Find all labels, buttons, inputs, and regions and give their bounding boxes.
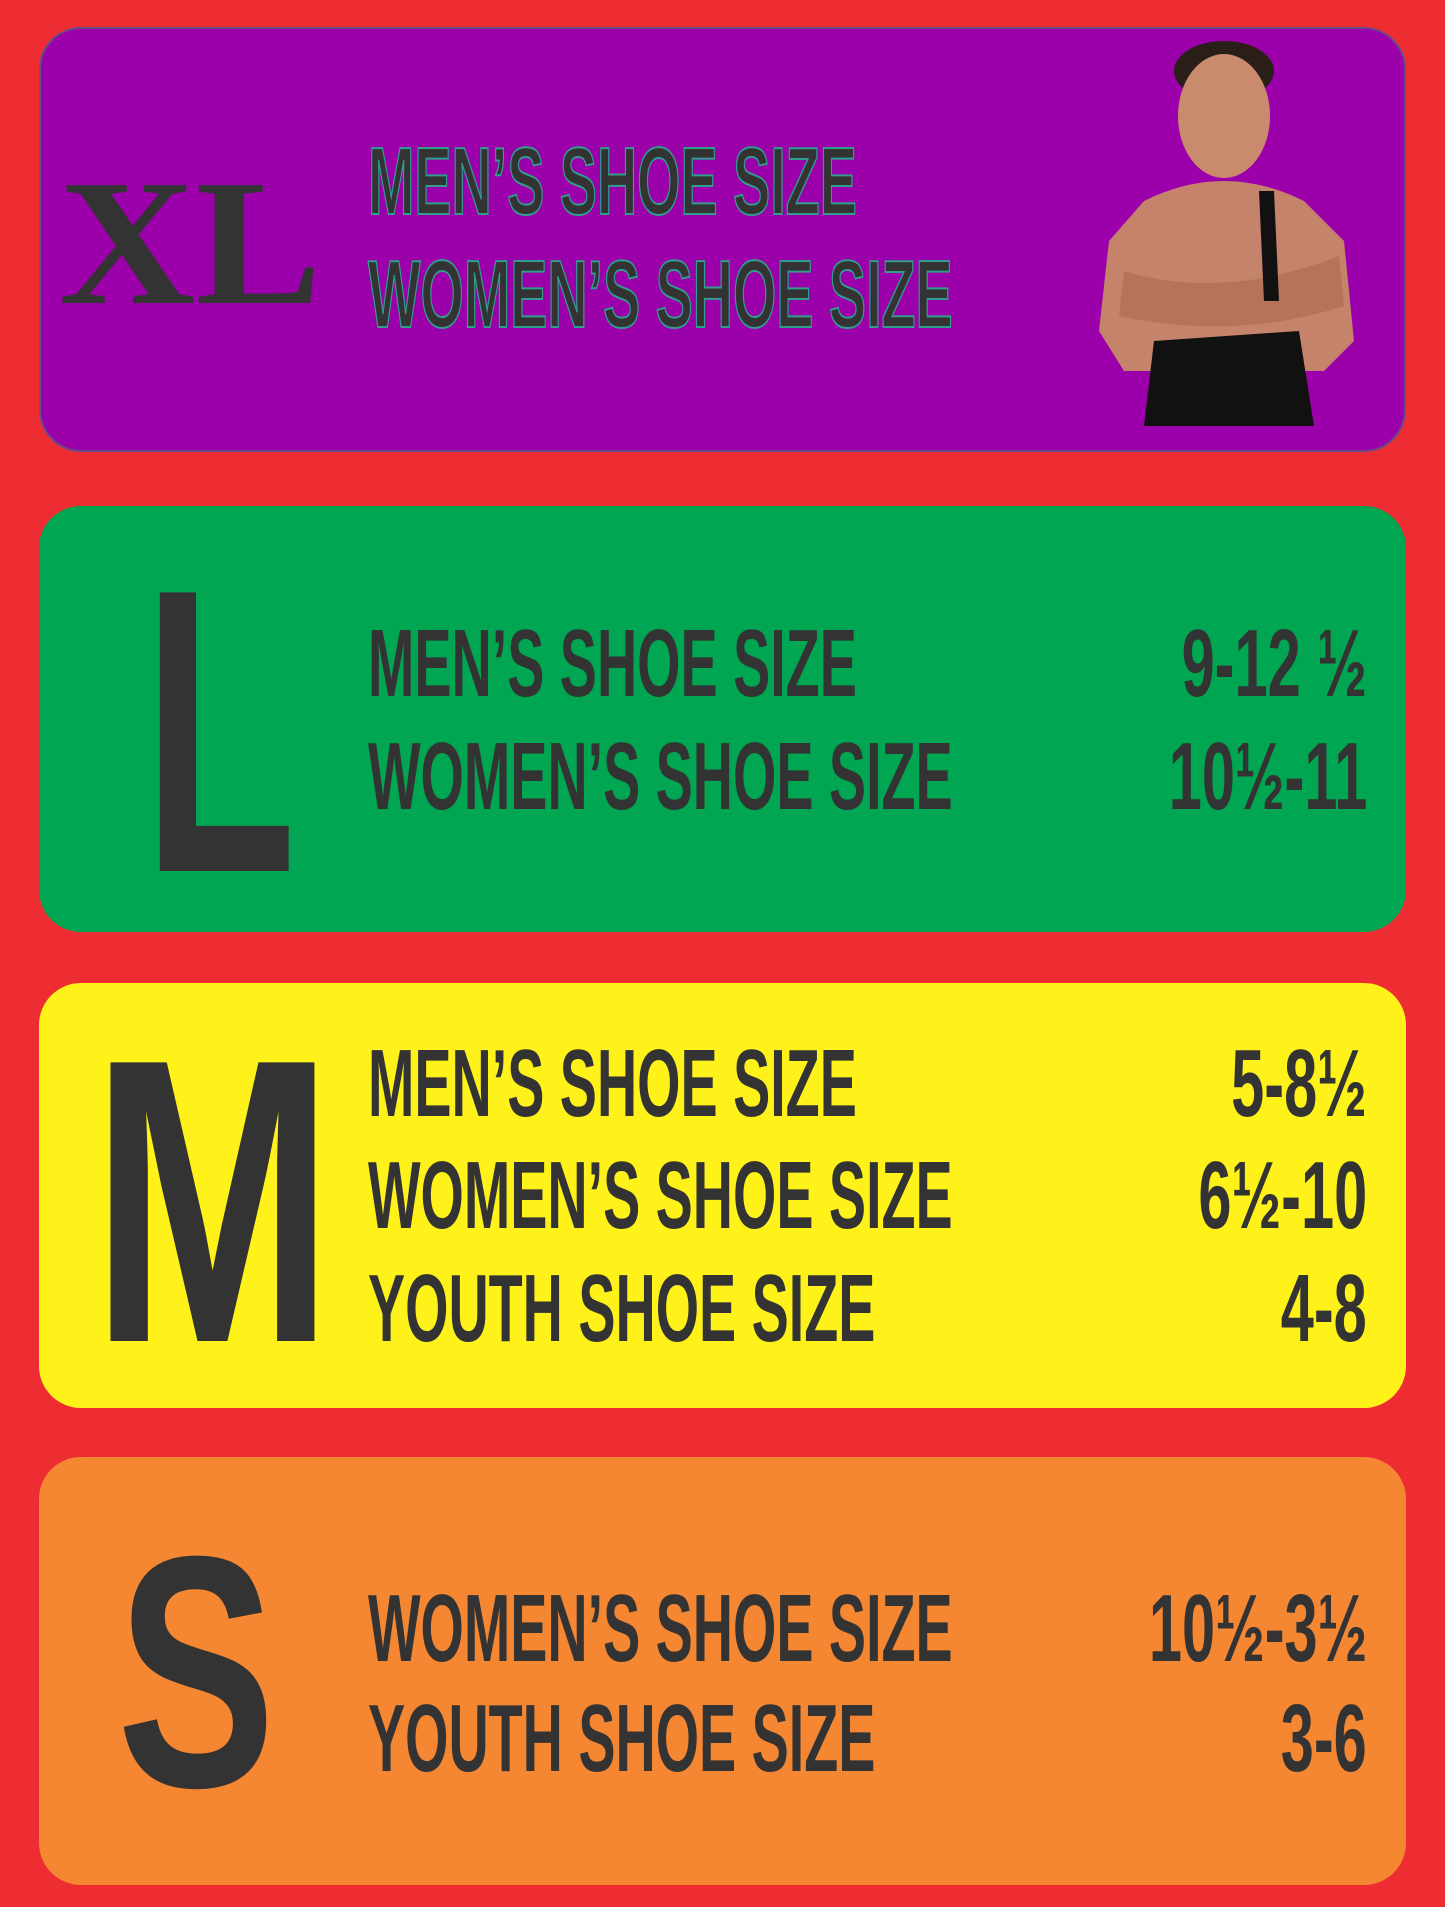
m-youth-label: YOUTH SHOE SIZE bbox=[368, 1255, 876, 1362]
size-letter-l: L bbox=[143, 504, 297, 957]
xl-womens-label: WOMEN’S SHOE SIZE bbox=[367, 241, 953, 348]
wrestler-photo bbox=[1099, 41, 1354, 426]
panel-xl: XL MEN’S SHOE SIZE WOMEN’S SHOE SIZE bbox=[39, 27, 1406, 452]
xl-mens-label: MEN’S SHOE SIZE bbox=[367, 128, 857, 235]
panel-m: M MEN’S SHOE SIZE 5-8½ WOMEN’S SHOE SIZE… bbox=[39, 983, 1406, 1408]
l-womens-value: 10½-11 bbox=[1168, 723, 1367, 830]
s-womens-value: 10½-3½ bbox=[1148, 1575, 1367, 1682]
m-mens-label: MEN’S SHOE SIZE bbox=[368, 1030, 857, 1137]
m-mens-value: 5-8½ bbox=[1231, 1030, 1367, 1137]
l-mens-label: MEN’S SHOE SIZE bbox=[368, 610, 857, 717]
l-mens-value: 9-12 ½ bbox=[1181, 610, 1367, 717]
panel-s: S WOMEN’S SHOE SIZE 10½-3½ YOUTH SHOE SI… bbox=[39, 1457, 1406, 1885]
size-letter-m: M bbox=[91, 974, 334, 1427]
m-youth-value: 4-8 bbox=[1280, 1255, 1367, 1362]
size-letter-xl: XL bbox=[59, 143, 322, 342]
size-letter-s: S bbox=[117, 1487, 276, 1856]
s-youth-value: 3-6 bbox=[1280, 1685, 1367, 1792]
l-womens-label: WOMEN’S SHOE SIZE bbox=[368, 723, 953, 830]
m-womens-value: 6½-10 bbox=[1198, 1142, 1367, 1249]
s-youth-label: YOUTH SHOE SIZE bbox=[368, 1685, 876, 1792]
m-womens-label: WOMEN’S SHOE SIZE bbox=[368, 1142, 953, 1249]
s-womens-label: WOMEN’S SHOE SIZE bbox=[368, 1575, 953, 1682]
panel-l: L MEN’S SHOE SIZE 9-12 ½ WOMEN’S SHOE SI… bbox=[39, 504, 1406, 957]
